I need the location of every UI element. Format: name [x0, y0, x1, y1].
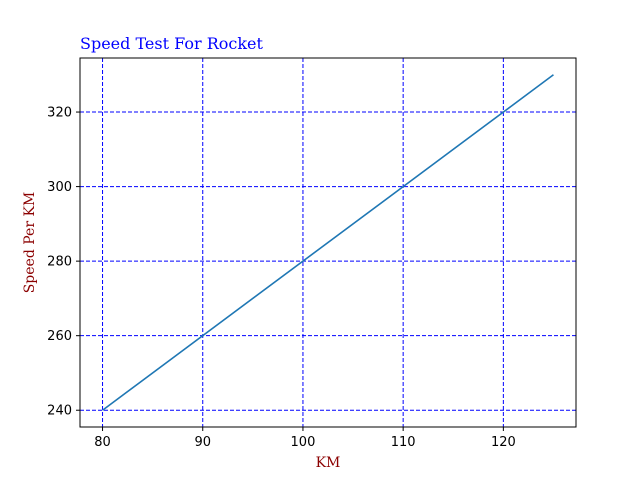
- x-axis-label: KM: [316, 455, 341, 471]
- series-line: [102, 74, 554, 411]
- x-tick-label: 120: [491, 435, 516, 450]
- plot-frame: [79, 57, 577, 428]
- y-tick-label: 300: [47, 180, 72, 195]
- y-tick-label: 260: [47, 329, 72, 344]
- grid: [80, 58, 576, 427]
- y-tick-label: 320: [47, 106, 72, 121]
- y-axis-label: Speed Per KM: [22, 192, 38, 294]
- x-tick-label: 110: [391, 435, 416, 450]
- y-tick-label: 280: [47, 255, 72, 270]
- x-tick-label: 100: [291, 435, 316, 450]
- y-tick-label: 240: [47, 404, 72, 419]
- series-layer: [102, 74, 554, 411]
- chart-title: Speed Test For Rocket: [80, 34, 263, 53]
- x-tick-label: 90: [194, 435, 211, 450]
- x-tick-label: 80: [94, 435, 111, 450]
- axis-ticks: 80 90 100 110 120 240 260 280 300 320: [47, 106, 516, 450]
